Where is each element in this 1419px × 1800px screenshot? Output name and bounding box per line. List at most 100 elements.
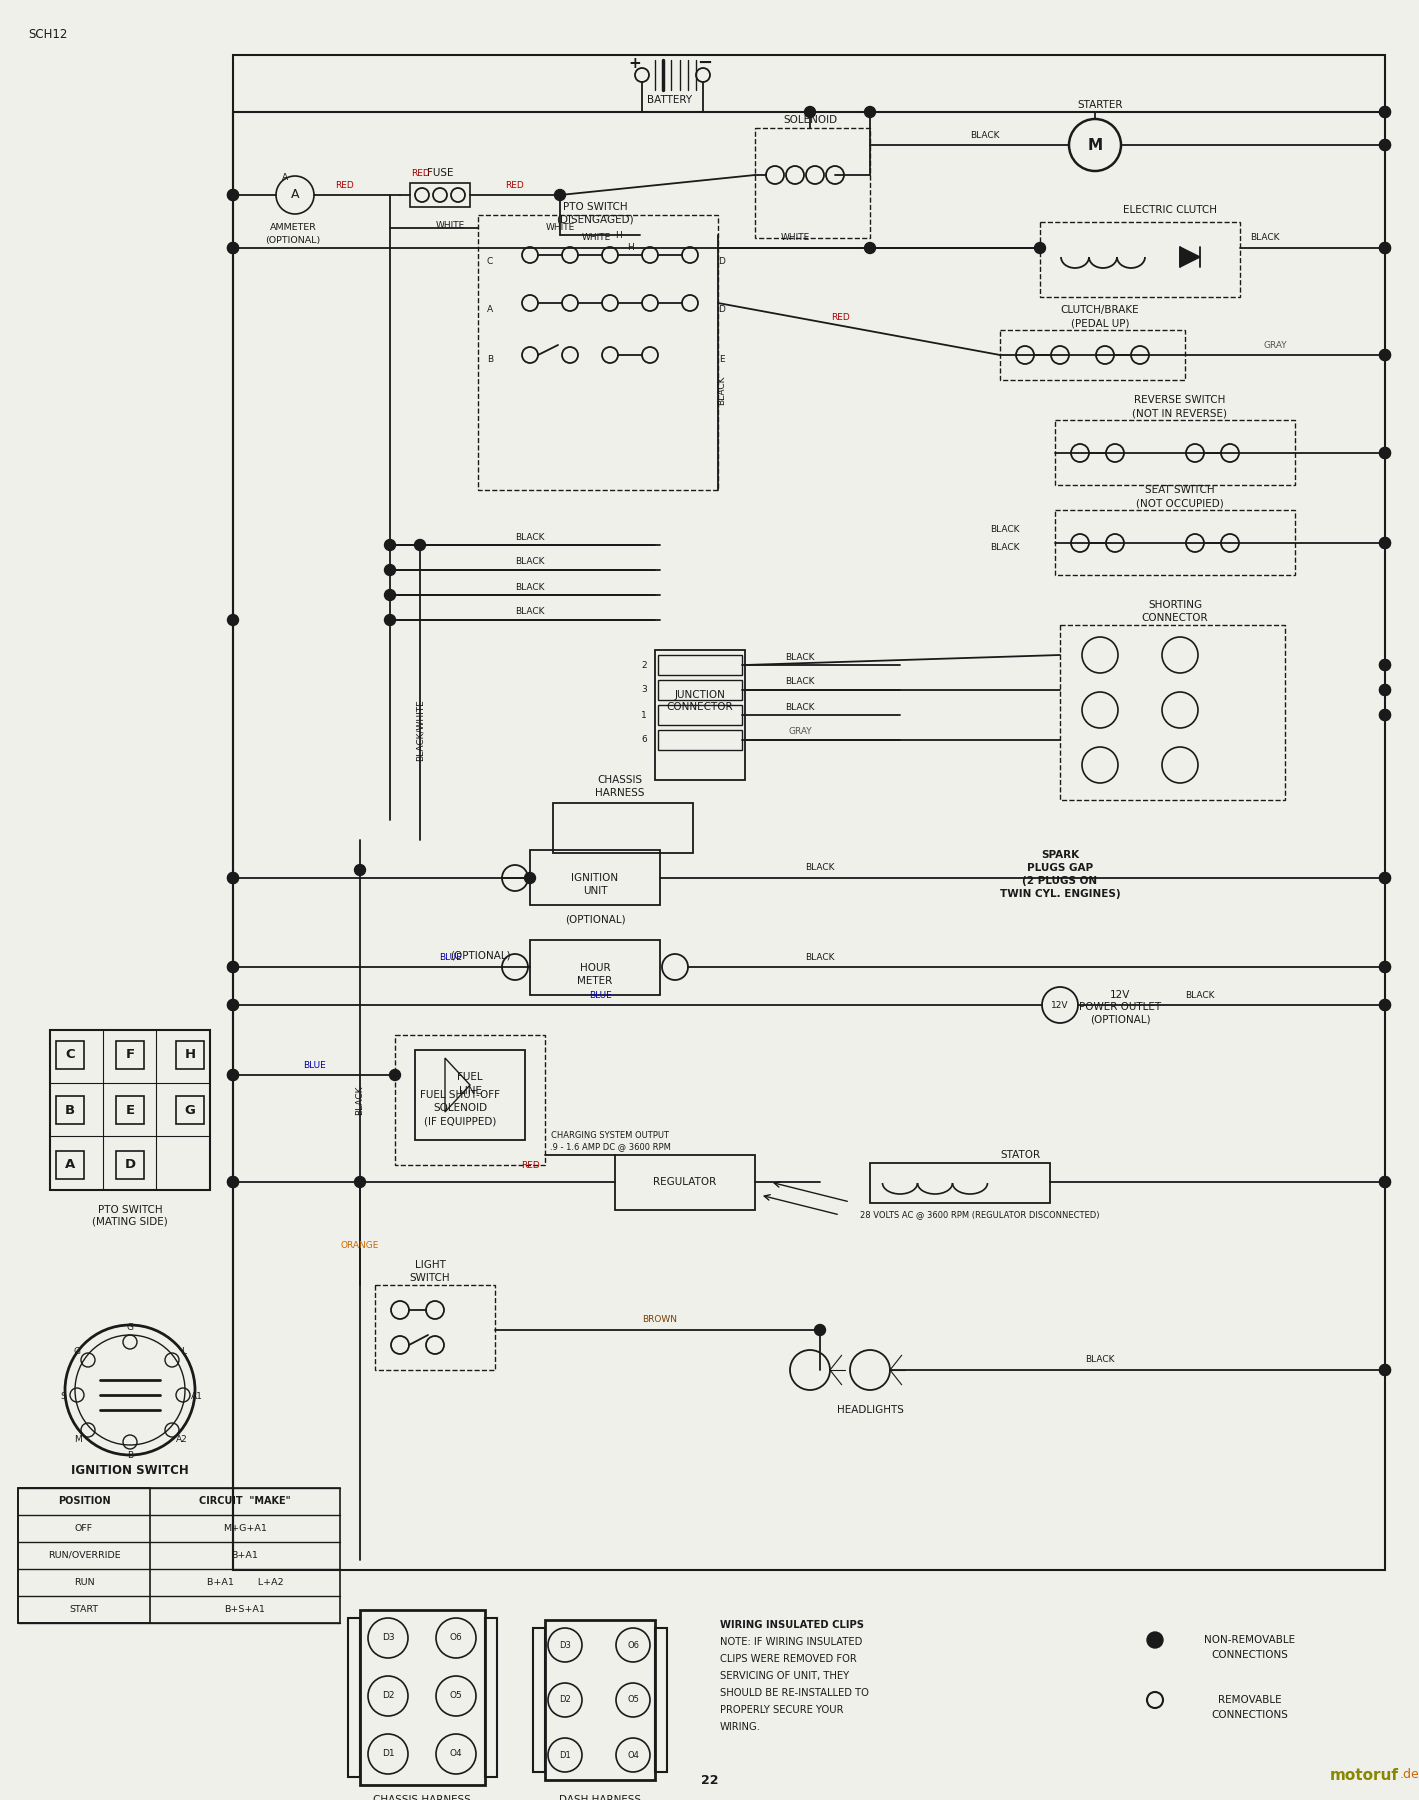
Bar: [870, 1163, 1050, 1202]
Bar: [414, 1049, 525, 1139]
Text: H: H: [627, 243, 633, 252]
Text: HEADLIGHTS: HEADLIGHTS: [837, 1406, 904, 1415]
Text: NON-REMOVABLE: NON-REMOVABLE: [1205, 1634, 1296, 1645]
Text: (OPTIONAL): (OPTIONAL): [1090, 1013, 1151, 1024]
Text: D: D: [718, 257, 725, 266]
Text: FUEL SHUT-OFF: FUEL SHUT-OFF: [420, 1091, 499, 1100]
Text: CONNECTIONS: CONNECTIONS: [1212, 1651, 1288, 1660]
Text: REGULATOR: REGULATOR: [653, 1177, 717, 1186]
Text: FUEL: FUEL: [457, 1073, 482, 1082]
Text: D3: D3: [559, 1640, 570, 1649]
Text: BLACK: BLACK: [785, 702, 815, 711]
Text: BLACK: BLACK: [515, 608, 545, 616]
Text: D1: D1: [559, 1750, 570, 1760]
Text: SERVICING OF UNIT, THEY: SERVICING OF UNIT, THEY: [719, 1670, 849, 1681]
Text: BLACK: BLACK: [990, 526, 1020, 535]
Text: M: M: [74, 1435, 82, 1444]
Bar: [394, 1035, 545, 1165]
Bar: [1054, 509, 1296, 574]
Text: RED: RED: [336, 182, 355, 191]
Circle shape: [1379, 961, 1391, 972]
Text: (NOT IN REVERSE): (NOT IN REVERSE): [1132, 409, 1227, 418]
Text: WHITE: WHITE: [545, 223, 575, 232]
Text: BLACK: BLACK: [515, 558, 545, 567]
Circle shape: [815, 1325, 826, 1336]
Text: motoruf: motoruf: [1330, 1768, 1399, 1782]
Circle shape: [1379, 659, 1391, 671]
Text: D1: D1: [382, 1750, 394, 1759]
Bar: [478, 214, 718, 490]
Text: SHORTING: SHORTING: [1148, 599, 1202, 610]
Bar: [658, 731, 742, 751]
Circle shape: [227, 999, 238, 1010]
Circle shape: [1379, 243, 1391, 254]
Bar: [410, 184, 470, 207]
Circle shape: [227, 189, 238, 200]
Bar: [375, 1285, 495, 1370]
Text: WHITE: WHITE: [582, 232, 610, 241]
Text: SWITCH: SWITCH: [410, 1273, 450, 1283]
Text: AMMETER: AMMETER: [270, 223, 316, 232]
Text: PLUGS GAP: PLUGS GAP: [1027, 862, 1093, 873]
Bar: [656, 1627, 667, 1771]
Circle shape: [1379, 448, 1391, 459]
Text: WIRING.: WIRING.: [719, 1723, 761, 1732]
Text: (PEDAL UP): (PEDAL UP): [1071, 319, 1130, 328]
Bar: [614, 1156, 755, 1210]
Text: H: H: [184, 1048, 196, 1062]
Text: (OPTIONAL): (OPTIONAL): [565, 914, 626, 925]
Text: GRAY: GRAY: [788, 727, 812, 736]
Text: (NOT OCCUPIED): (NOT OCCUPIED): [1137, 499, 1223, 508]
Circle shape: [864, 243, 876, 254]
Text: CHASSIS HARNESS: CHASSIS HARNESS: [373, 1795, 471, 1800]
Text: (MATING SIDE): (MATING SIDE): [92, 1217, 167, 1228]
Text: B+S+A1: B+S+A1: [224, 1606, 265, 1615]
Text: A: A: [487, 306, 492, 315]
Text: 28 VOLTS AC @ 3600 RPM (REGULATOR DISCONNECTED): 28 VOLTS AC @ 3600 RPM (REGULATOR DISCON…: [860, 1210, 1100, 1220]
Circle shape: [1379, 243, 1391, 254]
Circle shape: [805, 106, 816, 117]
Text: DASH HARNESS: DASH HARNESS: [559, 1795, 641, 1800]
Text: −: −: [697, 54, 712, 72]
Circle shape: [1379, 873, 1391, 884]
Bar: [176, 1096, 204, 1123]
Text: CLUTCH/BRAKE: CLUTCH/BRAKE: [1060, 304, 1139, 315]
Text: A1: A1: [192, 1391, 203, 1400]
Text: FUSE: FUSE: [427, 167, 453, 178]
Text: IGNITION: IGNITION: [572, 873, 619, 884]
Circle shape: [1379, 684, 1391, 695]
Bar: [18, 1489, 150, 1624]
Text: HOUR: HOUR: [580, 963, 610, 974]
Circle shape: [1379, 999, 1391, 1010]
Bar: [55, 1040, 84, 1069]
Text: B: B: [487, 356, 492, 364]
Text: B: B: [126, 1451, 133, 1460]
Text: SHOULD BE RE-INSTALLED TO: SHOULD BE RE-INSTALLED TO: [719, 1688, 868, 1697]
Text: BLACK: BLACK: [1185, 990, 1215, 999]
Bar: [55, 1096, 84, 1123]
Text: D3: D3: [382, 1634, 394, 1642]
Text: WHITE: WHITE: [780, 234, 810, 243]
Text: PTO SWITCH: PTO SWITCH: [563, 202, 627, 212]
Circle shape: [227, 999, 238, 1010]
Circle shape: [1379, 961, 1391, 972]
Text: STARTER: STARTER: [1077, 101, 1122, 110]
Circle shape: [1379, 1177, 1391, 1188]
Text: O5: O5: [450, 1692, 463, 1701]
Bar: [485, 1618, 497, 1777]
Text: CONNECTIONS: CONNECTIONS: [1212, 1710, 1288, 1721]
Bar: [545, 1620, 656, 1780]
Text: TWIN CYL. ENGINES): TWIN CYL. ENGINES): [1000, 889, 1121, 898]
Bar: [1040, 221, 1240, 297]
Text: E: E: [719, 356, 725, 364]
Circle shape: [1379, 1364, 1391, 1375]
Bar: [658, 680, 742, 700]
Text: NOTE: IF WIRING INSULATED: NOTE: IF WIRING INSULATED: [719, 1636, 863, 1647]
Circle shape: [1379, 140, 1391, 151]
Text: REMOVABLE: REMOVABLE: [1218, 1696, 1281, 1705]
Circle shape: [1379, 1177, 1391, 1188]
Text: BLACK: BLACK: [805, 952, 834, 961]
Text: 22: 22: [701, 1773, 719, 1786]
Circle shape: [525, 873, 535, 884]
Bar: [1000, 329, 1185, 380]
